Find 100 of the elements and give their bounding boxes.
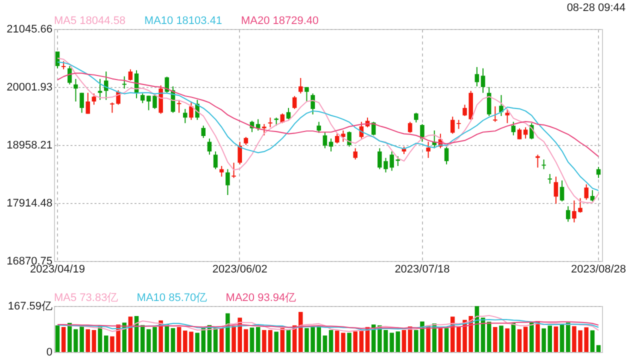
bar — [219, 328, 224, 352]
candlestick — [122, 76, 126, 90]
candlestick — [396, 156, 400, 166]
candlestick — [536, 154, 540, 168]
bar — [298, 312, 303, 352]
x-tick-label: 2023/07/18 — [394, 264, 450, 276]
candlestick — [474, 66, 480, 87]
bar — [353, 331, 358, 352]
candlestick — [414, 112, 418, 123]
candlestick — [480, 68, 486, 94]
bar — [444, 328, 449, 352]
bar — [256, 327, 260, 352]
bar — [438, 328, 443, 352]
candlestick — [232, 162, 236, 178]
candlestick — [213, 150, 218, 170]
y-tick-label: 18958.21 — [6, 140, 52, 152]
bar — [523, 326, 528, 352]
candlestick — [256, 118, 260, 132]
candlestick — [74, 78, 78, 102]
bar — [274, 332, 278, 352]
candlestick — [98, 78, 102, 100]
candlestick — [316, 121, 322, 134]
x-tick-label: 2023/06/02 — [212, 264, 268, 276]
bar — [176, 327, 182, 352]
candlestick — [219, 165, 224, 178]
candlestick — [128, 68, 133, 82]
y-tick-label: 21045.66 — [6, 24, 52, 36]
candlestick — [104, 71, 108, 100]
x-tick-label: 2023/08/28 — [570, 264, 626, 276]
candlestick — [304, 86, 309, 102]
text: MA10 85.70亿 — [136, 292, 208, 304]
candlestick — [426, 141, 430, 158]
y-tick-label: 20001.93 — [6, 82, 52, 94]
bar — [140, 325, 145, 352]
candlestick — [554, 176, 558, 204]
bar — [493, 327, 498, 352]
bar — [499, 326, 504, 352]
candlestick — [523, 126, 528, 140]
bar — [104, 336, 108, 352]
candlestick — [176, 99, 182, 114]
bar — [322, 336, 328, 352]
series-label: MA5 73.83亿 — [54, 292, 118, 304]
bar — [536, 320, 540, 352]
bar — [328, 330, 334, 352]
candlestick — [420, 124, 424, 142]
candlestick — [456, 119, 461, 130]
candlestick — [292, 96, 297, 110]
candlestick — [207, 138, 212, 156]
candlestick — [542, 159, 546, 170]
y-tick-label: 17914.48 — [6, 198, 52, 210]
candlestick — [238, 141, 242, 165]
bar — [402, 330, 406, 352]
candlestick — [450, 116, 455, 134]
bar — [170, 328, 176, 352]
text: MA5 18044.58 — [54, 15, 126, 27]
candlestick — [347, 131, 352, 148]
candlestick — [353, 148, 358, 160]
candlestick — [140, 92, 145, 104]
bar — [511, 322, 516, 352]
candlestick — [86, 92, 90, 114]
candlestick — [560, 180, 564, 202]
bar — [517, 329, 522, 352]
text: MA20 18729.40 — [241, 15, 319, 27]
candlestick — [226, 168, 230, 196]
candlestick — [189, 101, 194, 120]
candlestick — [92, 93, 96, 106]
bar — [596, 345, 601, 352]
candlestick — [183, 108, 188, 124]
candlestick — [493, 106, 498, 122]
bar — [250, 328, 254, 352]
bar — [560, 324, 564, 352]
bar — [122, 322, 126, 352]
candlestick — [268, 117, 272, 128]
bar — [226, 313, 230, 352]
candlestick — [499, 94, 504, 117]
candlestick — [408, 121, 412, 134]
bar — [244, 329, 248, 352]
candlestick — [511, 121, 516, 136]
bar — [530, 322, 534, 352]
bar — [286, 330, 291, 352]
bar — [55, 325, 60, 352]
bar — [505, 328, 510, 352]
candlestick — [444, 146, 449, 165]
bar — [334, 330, 340, 352]
y-tick-label: 0 — [46, 346, 52, 358]
candlestick — [322, 132, 328, 149]
bar — [195, 332, 200, 352]
bar — [590, 330, 595, 352]
y-tick-label: 167.59亿 — [8, 300, 52, 312]
bar — [92, 330, 96, 352]
bar — [396, 331, 400, 352]
candlestick — [68, 66, 72, 85]
candlestick — [584, 184, 588, 200]
bar — [359, 330, 364, 352]
candlestick — [80, 92, 84, 114]
candlestick — [566, 206, 570, 222]
text: MA10 18103.41 — [144, 15, 222, 27]
bar — [486, 322, 492, 352]
candlestick — [596, 166, 601, 178]
bar — [341, 332, 346, 352]
